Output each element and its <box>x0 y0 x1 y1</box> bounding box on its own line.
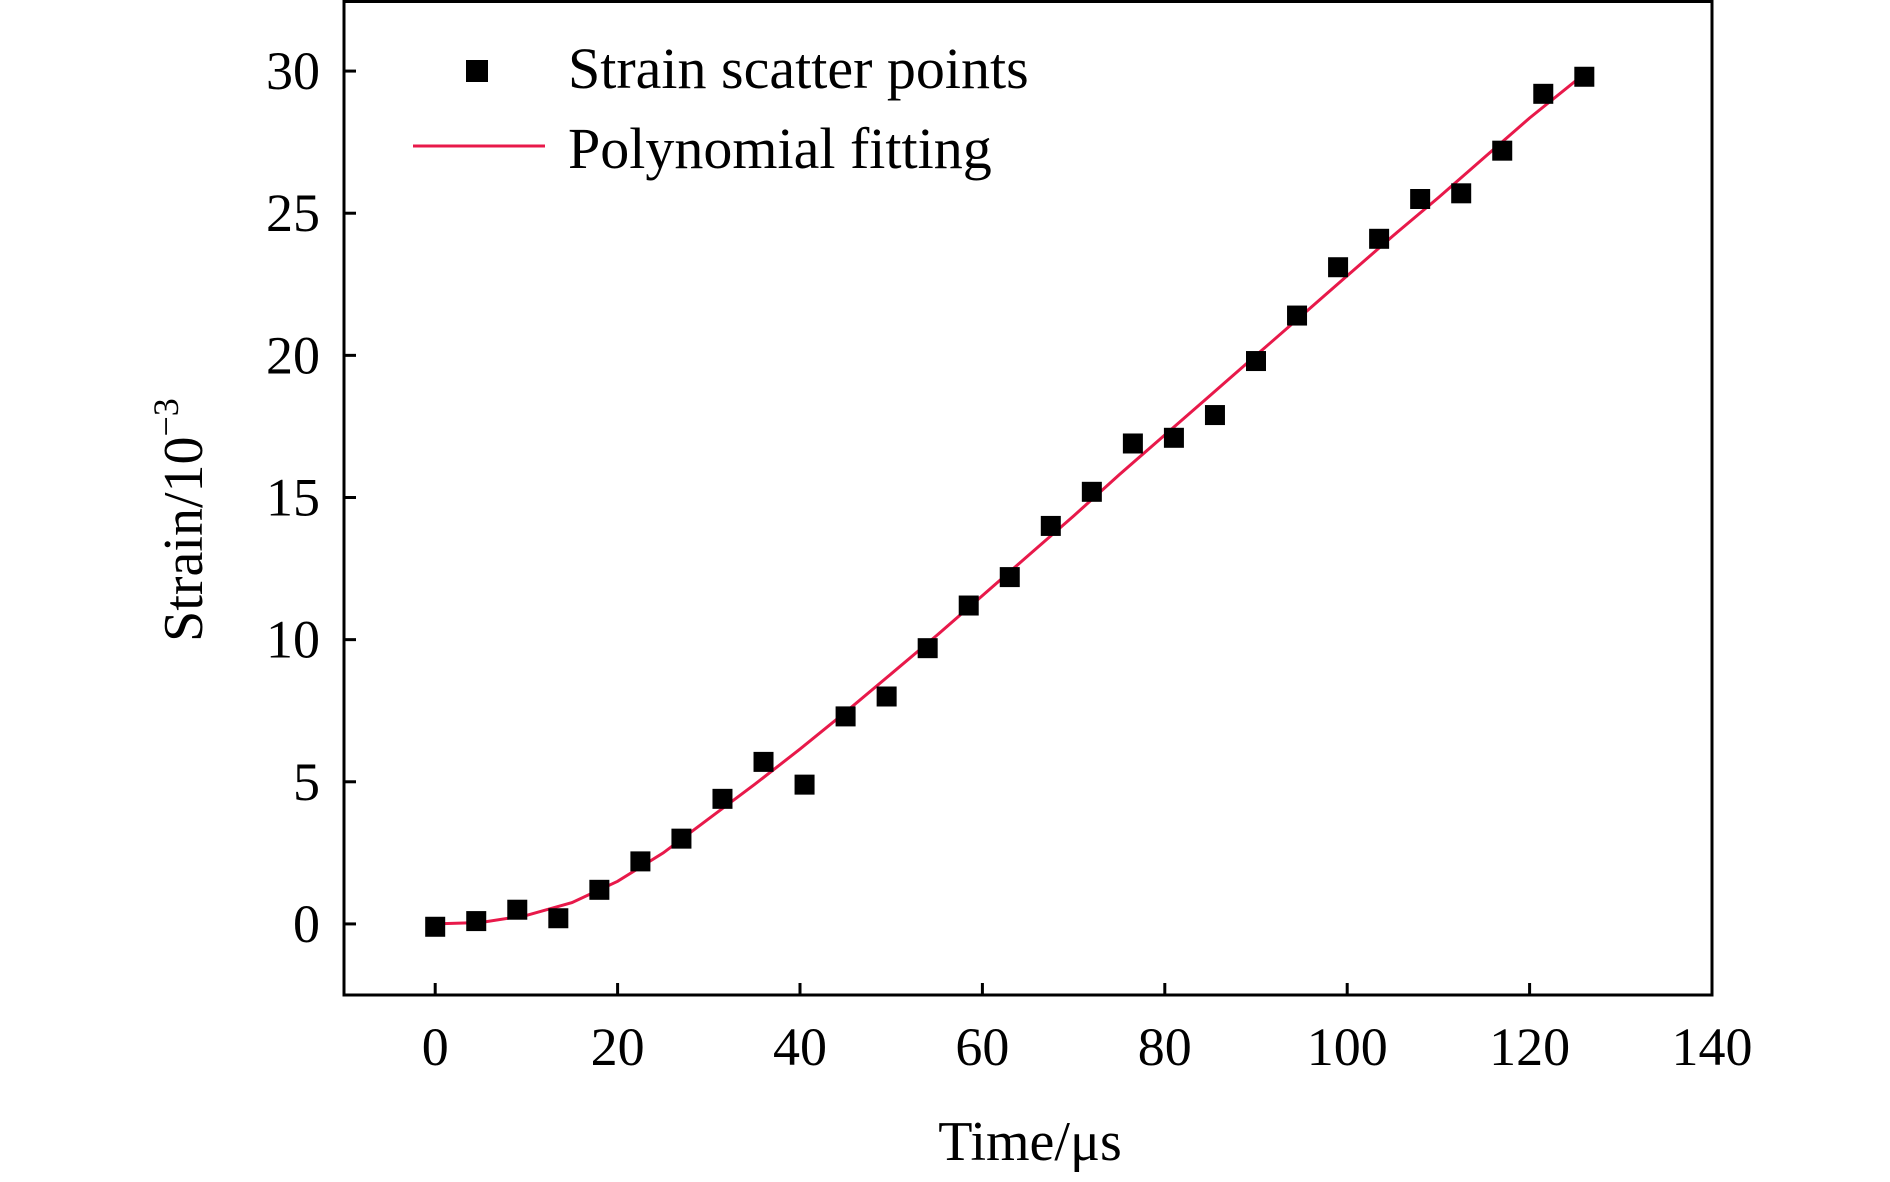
strain-point <box>1246 351 1266 372</box>
strain-scatter-series <box>425 66 1595 937</box>
strain-point <box>548 908 569 929</box>
strain-point <box>1492 140 1513 161</box>
y-axis-label-exponent: −3 <box>146 398 186 436</box>
x-axis-ticks: 0 20 40 60 80 100 120 140 <box>422 983 1753 1077</box>
strain-point <box>1574 66 1595 87</box>
x-tick-label: 80 <box>1138 1017 1192 1077</box>
x-tick-label: 100 <box>1307 1017 1388 1077</box>
strain-point <box>1369 228 1390 249</box>
legend-label-fit: Polynomial fitting <box>568 116 992 181</box>
x-tick-label: 40 <box>773 1017 827 1077</box>
strain-point <box>671 828 692 849</box>
y-tick-label: 5 <box>293 752 320 812</box>
legend-marker-scatter <box>466 60 488 82</box>
strain-point <box>1081 481 1102 502</box>
y-tick-label: 20 <box>266 325 320 385</box>
legend: Strain scatter points Polynomial fitting <box>413 36 1029 181</box>
strain-point <box>507 899 528 920</box>
x-tick-label: 0 <box>422 1017 449 1077</box>
strain-point <box>1287 305 1308 326</box>
y-tick-label: 30 <box>266 41 320 101</box>
y-tick-label: 0 <box>293 894 320 954</box>
strain-point <box>425 916 446 937</box>
x-axis-label: Time/μs <box>938 1111 1122 1173</box>
strain-point <box>876 686 897 707</box>
strain-point <box>917 638 938 659</box>
strain-point <box>630 851 651 872</box>
strain-point <box>1533 83 1554 104</box>
strain-point <box>1410 189 1431 209</box>
strain-point <box>1204 405 1225 426</box>
x-tick-label: 60 <box>955 1017 1009 1077</box>
x-tick-label: 20 <box>591 1017 645 1077</box>
strain-point <box>466 911 487 932</box>
strain-point <box>958 595 979 616</box>
strain-point <box>589 879 610 900</box>
strain-point <box>1040 515 1061 536</box>
strain-point <box>753 751 774 772</box>
y-axis-ticks: 0 5 10 15 20 25 30 <box>266 41 356 954</box>
y-axis-label-base: Strain/10 <box>153 436 215 641</box>
strain-point <box>1163 427 1184 448</box>
y-axis-label: Strain/10−3 <box>146 398 215 642</box>
strain-point <box>1122 433 1143 454</box>
x-tick-label: 140 <box>1672 1017 1753 1077</box>
strain-point <box>794 774 815 795</box>
strain-point <box>1328 257 1349 278</box>
y-tick-label: 15 <box>266 468 320 528</box>
x-tick-label: 120 <box>1489 1017 1570 1077</box>
strain-point <box>835 706 856 727</box>
legend-label-scatter: Strain scatter points <box>568 36 1029 101</box>
y-tick-label: 10 <box>266 610 320 670</box>
strain-point <box>999 567 1020 588</box>
strain-point <box>712 788 733 809</box>
y-tick-label: 25 <box>266 183 320 243</box>
strain-point <box>1451 183 1472 204</box>
